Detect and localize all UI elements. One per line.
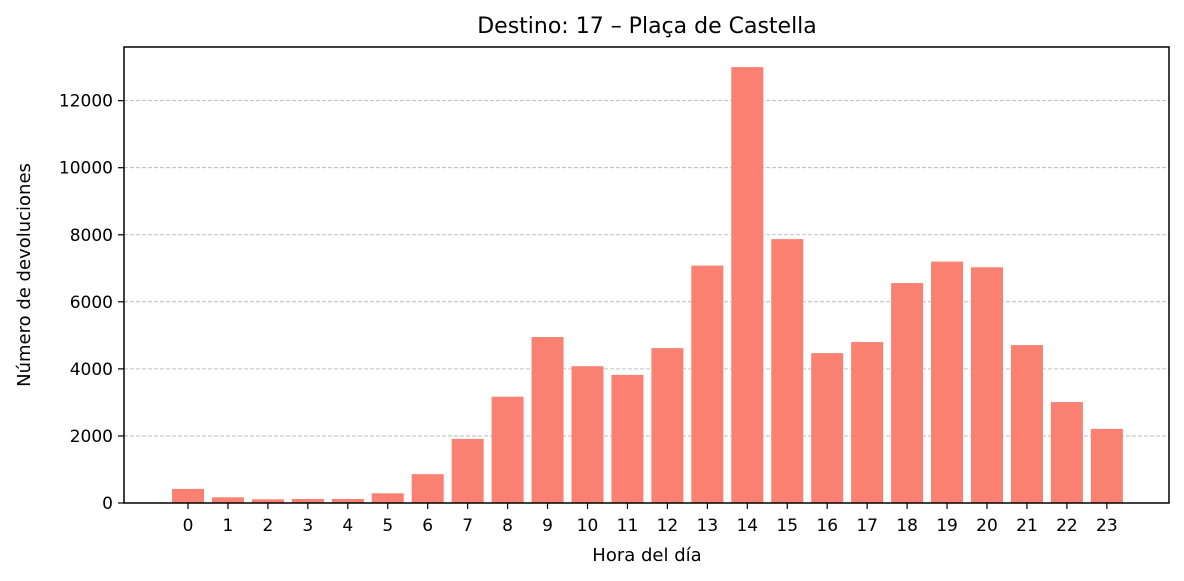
x-axis-ticks: 0 1 2 3 4 5 6 7 8 9 10 11 12 13 14 15 16 17 18 19 20 21 22 23	[183, 503, 1118, 536]
x-tick-label: 3	[302, 516, 313, 536]
x-tick-label: 10	[577, 516, 599, 536]
x-tick-label: 19	[936, 516, 958, 536]
bar	[811, 353, 844, 503]
x-tick-label: 23	[1096, 516, 1118, 536]
y-tick-label: 8000	[70, 226, 113, 246]
x-tick-label: 2	[262, 516, 273, 536]
plot-frame	[123, 46, 1170, 504]
bar	[531, 337, 564, 503]
x-tick-label: 18	[896, 516, 918, 536]
bar	[331, 498, 364, 503]
bar	[371, 493, 404, 503]
bar	[971, 267, 1003, 503]
bar	[611, 374, 644, 503]
y-tick-label: 2000	[70, 427, 113, 447]
bar	[931, 261, 964, 503]
x-tick-label: 11	[617, 516, 639, 536]
x-tick-label: 17	[856, 516, 878, 536]
bar	[211, 497, 244, 503]
y-tick-label: 0	[102, 494, 113, 514]
bar	[891, 283, 924, 503]
x-tick-label: 5	[382, 516, 393, 536]
y-tick-label: 12000	[59, 92, 113, 112]
bar	[451, 438, 484, 503]
x-tick-label: 14	[736, 516, 758, 536]
bar	[1090, 428, 1123, 503]
y-tick-label: 6000	[70, 293, 113, 313]
bar	[291, 498, 324, 503]
bar	[1010, 345, 1043, 503]
x-tick-label: 6	[422, 516, 433, 536]
y-axis-label: Número de devoluciones	[14, 163, 35, 387]
bar	[731, 67, 764, 503]
y-tick-label: 10000	[59, 159, 113, 179]
x-axis-label: Hora del día	[592, 545, 701, 566]
x-tick-label: 22	[1056, 516, 1078, 536]
bar	[851, 342, 884, 503]
bar	[571, 366, 604, 503]
x-tick-label: 16	[816, 516, 838, 536]
bars	[172, 67, 1123, 503]
y-tick-label: 4000	[70, 360, 113, 380]
bar	[491, 396, 524, 503]
bar	[651, 348, 684, 503]
x-tick-label: 21	[1016, 516, 1038, 536]
chart-title: Destino: 17 – Plaça de Castella	[477, 14, 817, 39]
x-tick-label: 8	[502, 516, 513, 536]
x-tick-label: 12	[657, 516, 679, 536]
x-tick-label: 13	[697, 516, 719, 536]
bar	[251, 499, 284, 503]
x-tick-label: 7	[462, 516, 473, 536]
x-tick-label: 15	[776, 516, 798, 536]
x-tick-label: 1	[223, 516, 234, 536]
bar	[771, 239, 804, 503]
bar	[411, 474, 444, 503]
bar	[1050, 402, 1083, 503]
x-tick-label: 4	[342, 516, 353, 536]
bar	[691, 265, 724, 503]
x-tick-label: 0	[183, 516, 194, 536]
x-tick-label: 9	[542, 516, 553, 536]
x-tick-label: 20	[976, 516, 998, 536]
y-axis-ticks: 0 2000 4000 6000 8000 10000 12000	[59, 92, 124, 514]
bar	[172, 488, 204, 503]
